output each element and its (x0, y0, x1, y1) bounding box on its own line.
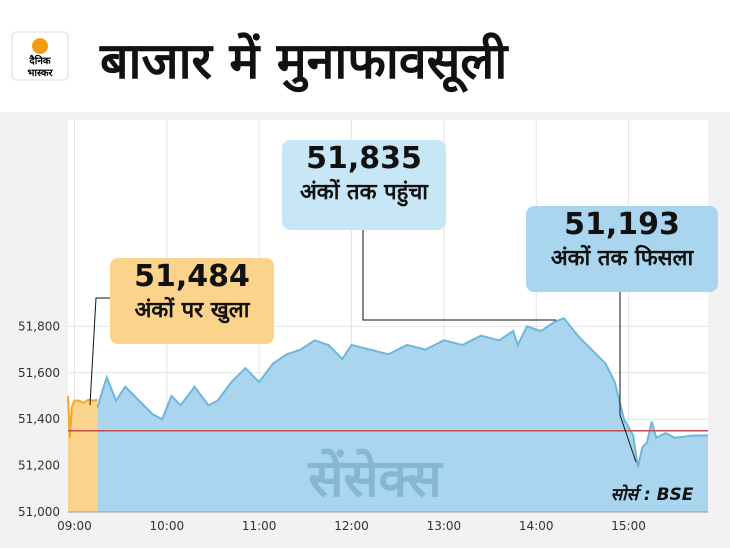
logo-text: दैनिक (28, 54, 51, 67)
x-tick-label: 10:00 (150, 519, 185, 533)
callout: 51,193 अंकों तक फिसला (526, 206, 718, 292)
logo (11, 31, 69, 81)
x-tick-label: 14:00 (519, 519, 554, 533)
source: सोर्स : BSE (611, 484, 694, 505)
x-tick-label: 13:00 (427, 519, 462, 533)
callout-value: 51,484 (134, 259, 250, 294)
title: बाजार में मुनाफावसूली (99, 32, 509, 93)
callout: 51,484 अंकों पर खुला (110, 258, 274, 344)
y-tick-label: 51,000 (18, 505, 60, 519)
x-tick-label: 09:00 (57, 519, 92, 533)
callout-value: 51,835 (306, 141, 422, 176)
x-tick-label: 15:00 (611, 519, 646, 533)
connector (362, 230, 556, 321)
y-tick-label: 51,200 (18, 459, 60, 473)
line (96, 317, 708, 468)
callout-text: अंकों तक पहुंचा (299, 180, 428, 205)
y-tick-label: 51,600 (18, 366, 60, 380)
callout-text: अंकों तक फिसला (550, 246, 694, 271)
area (68, 396, 98, 512)
callout-value: 51,193 (564, 207, 680, 242)
y-tick-label: 51,400 (18, 412, 60, 426)
area (97, 318, 708, 512)
x-tick-label: 12:00 (334, 519, 369, 533)
y-tick-label: 51,800 (18, 319, 60, 333)
logo-text: भास्कर (27, 68, 53, 79)
header-bar (0, 0, 730, 112)
connector (619, 290, 637, 463)
line (67, 395, 98, 438)
x-tick-label: 11:00 (242, 519, 277, 533)
watermark: सेंसेक्स (307, 448, 443, 509)
callout: 51,835 अंकों तक पहुंचा (282, 140, 446, 230)
callout-text: अंकों पर खुला (134, 298, 250, 323)
logo-sun (32, 38, 48, 54)
